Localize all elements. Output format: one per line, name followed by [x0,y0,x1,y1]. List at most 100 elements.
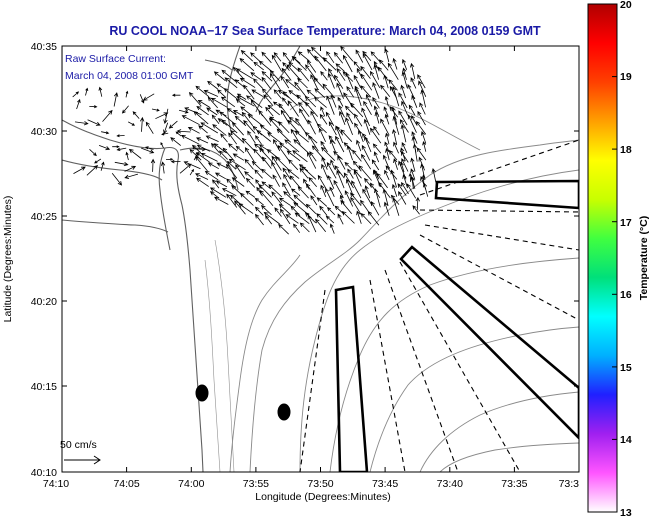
current-vector-arrow [223,88,238,100]
current-vector-arrow [101,131,110,135]
current-vector-arrow [196,105,209,116]
current-vector-arrow [358,165,372,181]
current-vector-arrow [400,84,406,99]
current-vector-arrow [280,109,290,125]
current-vector-arrow [168,120,178,129]
current-vector-arrow [308,134,319,152]
current-vector-arrow [281,97,289,107]
current-vector-arrow [304,131,318,144]
current-vector-arrow [326,162,337,179]
current-vector-arrow [255,135,262,145]
current-vector-arrow [132,111,140,119]
current-vector-arrow [139,116,145,132]
temperature-colorbar: 20 19 18 17 16 15 14 13 Temperature (°C) [587,0,650,518]
current-vector-arrow [320,106,326,117]
current-vector-arrow [207,80,218,90]
current-vector-arrow [299,222,310,233]
current-vector-arrow [392,128,397,145]
current-vector-arrow [250,72,262,81]
current-vector-arrow [325,215,335,224]
current-vector-arrow [328,135,336,145]
current-vector-arrow [391,183,398,197]
current-vector-arrow [280,208,291,225]
current-vector-arrow [238,203,254,214]
current-vector-arrow [326,95,335,115]
current-vector-arrow [178,109,189,114]
current-vector-arrow [263,94,274,107]
x-tick-label: 73:55 [243,478,269,490]
zone-polygons [334,179,579,472]
current-vector-arrow [341,210,355,224]
current-vector-arrow [221,119,238,134]
coastline [62,46,301,472]
current-vector-arrow [310,195,318,206]
current-vector-arrow [243,84,255,100]
current-vector-arrow [232,66,245,80]
current-vector-arrow [361,153,372,170]
current-vector-arrow [393,158,398,170]
current-vector-arrow [261,51,272,64]
current-vector-arrow [357,129,364,143]
current-vector-arrow [362,188,373,206]
current-vector-arrow [383,106,389,117]
colorbar-tick: 16 [620,289,632,301]
current-vector-arrow [393,141,399,154]
current-vector-arrow [350,192,362,207]
current-vector-arrow [327,174,335,189]
current-vector-arrow [260,205,272,216]
current-vector-arrow [339,110,346,125]
current-vector-arrow [232,110,244,117]
y-tick-label: 40:15 [31,381,57,393]
current-vector-arrow [410,168,416,180]
current-vector-arrow [417,110,426,126]
current-vector-arrow [390,169,397,188]
current-vector-arrow [363,118,371,135]
current-vector-arrow [382,188,389,206]
current-vector-arrow [353,74,362,89]
current-vector-arrow [314,88,326,98]
current-vector-arrow [335,125,344,144]
zone-polygon-diagonal [399,245,579,440]
current-vector-arrow [267,104,280,116]
current-vector-arrow [377,66,389,81]
current-vector-arrow [256,130,272,142]
current-vector-arrow [211,142,220,154]
current-vector-arrow [321,156,328,170]
current-vector-arrow [265,106,274,117]
current-vector-arrow [287,100,299,117]
y-axis: 40:35 40:30 40:25 40:20 40:15 40:10 Lati… [2,41,579,479]
current-vector-arrow [401,181,409,195]
current-vector-arrow [289,175,301,189]
buoy-marker-1 [195,384,209,402]
current-vector-arrow [353,169,362,187]
current-vector-arrow [319,113,328,125]
current-vector-arrow [327,72,335,89]
current-vector-arrow [340,46,354,62]
current-vector-arrow [335,63,345,72]
current-vector-arrow [364,135,372,153]
current-vector-arrow [353,61,362,70]
current-vector-arrow [402,58,408,70]
current-vector-arrow [410,62,416,80]
current-vector-arrow [271,191,283,205]
current-vector-arrow [183,161,201,170]
current-vector-arrow [180,135,200,145]
current-vector-arrow [163,108,169,125]
current-vector-arrow [261,156,272,169]
current-vector-arrow [259,189,274,206]
current-vector-arrow [286,150,301,162]
current-vector-arrow [298,101,310,117]
current-vector-arrow [124,173,139,179]
current-vector-arrow [145,121,154,134]
current-vector-arrow [374,188,381,208]
current-vector-arrow [160,141,164,149]
zone-polygon-north [434,179,579,210]
current-vector-arrow [294,81,308,98]
current-vector-arrow [283,173,292,188]
current-vector-arrow [416,147,427,161]
current-vector-arrow [360,73,373,91]
current-vector-arrow [268,184,283,198]
current-vector-arrow [165,158,174,161]
y-tick-label: 40:25 [31,211,57,223]
current-vector-arrow [337,155,346,170]
